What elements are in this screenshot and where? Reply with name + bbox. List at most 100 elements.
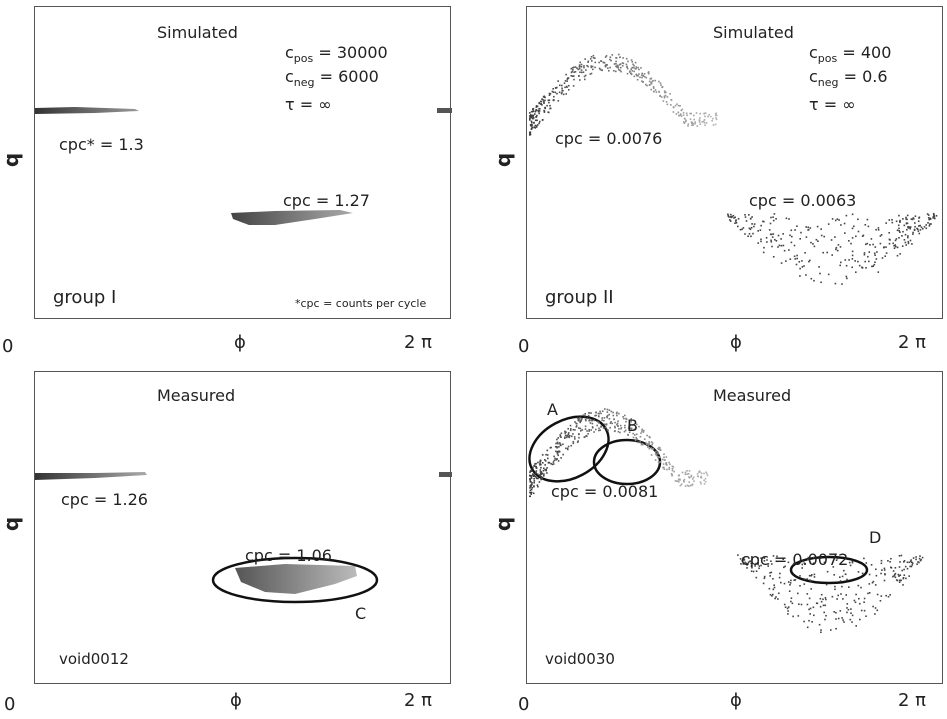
pd-point — [658, 446, 660, 449]
pd-point — [763, 557, 766, 559]
pd-point — [769, 575, 771, 577]
pd-point — [572, 85, 575, 87]
pd-point — [748, 227, 751, 230]
pd-point — [883, 246, 885, 249]
pd-point — [692, 478, 694, 480]
pd-point — [611, 54, 614, 56]
pd-point — [846, 607, 848, 609]
pd-point — [552, 88, 554, 90]
pd-point — [905, 577, 907, 580]
pd-point — [851, 258, 854, 260]
pd-point — [552, 91, 555, 93]
cpc-label: cpc = 0.0081 — [551, 482, 659, 501]
pd-point — [791, 235, 793, 238]
pd-point — [541, 454, 544, 456]
pd-point — [627, 433, 629, 436]
pd-point — [877, 229, 880, 231]
pd-point — [899, 561, 901, 563]
pd-point — [897, 224, 900, 227]
pd-point — [700, 476, 702, 479]
pd-point — [578, 64, 581, 66]
pd-point — [867, 592, 869, 595]
pd-point — [929, 218, 932, 220]
pd-point — [686, 114, 688, 117]
pd-point — [871, 581, 874, 584]
pd-point — [703, 119, 706, 121]
pd-point — [640, 67, 642, 69]
pd-point — [567, 448, 569, 451]
pd-point — [576, 67, 578, 69]
pd-point — [887, 595, 890, 598]
pd-point — [749, 228, 752, 231]
pd-point — [803, 620, 805, 623]
pd-point — [648, 80, 651, 83]
pd-point — [698, 121, 701, 123]
pd-point — [668, 461, 670, 464]
pd-point — [789, 584, 791, 586]
pd-point — [746, 563, 749, 565]
pd-point — [630, 420, 632, 423]
pd-point — [806, 603, 809, 606]
pd-point — [627, 60, 629, 63]
pd-point — [885, 252, 888, 254]
pd-point — [863, 557, 865, 560]
pd-point — [601, 417, 603, 419]
pd-point — [671, 468, 674, 470]
pd-point — [820, 228, 822, 230]
pd-point — [807, 226, 809, 229]
pd-point — [787, 581, 790, 583]
pd-point — [790, 600, 792, 603]
pd-point — [832, 566, 835, 568]
pd-point — [574, 438, 576, 440]
pd-point — [539, 459, 542, 462]
pd-point — [754, 565, 756, 567]
pd-point — [532, 115, 534, 117]
pd-point — [597, 420, 599, 423]
pd-point — [665, 462, 667, 464]
pd-point — [605, 64, 607, 67]
pd-point — [659, 461, 662, 463]
pd-point — [558, 91, 561, 94]
pd-point — [782, 233, 784, 235]
pd-point — [618, 53, 620, 56]
pd-point — [735, 220, 737, 222]
pd-point — [884, 573, 886, 575]
pd-point — [616, 422, 619, 425]
pd-point — [665, 463, 668, 466]
pd-point — [541, 472, 544, 475]
pd-point — [844, 232, 846, 234]
pd-point — [835, 611, 837, 614]
panel-heading: Simulated — [713, 23, 794, 42]
pd-point — [907, 235, 909, 237]
pd-point — [543, 475, 545, 477]
pd-point — [650, 81, 652, 84]
pd-point — [540, 463, 542, 466]
pd-point — [753, 225, 755, 228]
pd-point — [850, 612, 852, 614]
pd-point — [777, 246, 779, 248]
pd-point — [820, 600, 823, 603]
pd-point — [788, 218, 790, 220]
pd-point — [772, 219, 775, 222]
pd-point — [615, 412, 618, 415]
pd-point — [601, 410, 604, 412]
pd-point — [618, 412, 620, 415]
pd-point — [537, 461, 539, 464]
pd-point — [548, 92, 551, 95]
pd-point — [664, 459, 666, 461]
pd-point — [875, 574, 878, 577]
pd-point — [689, 118, 692, 120]
pd-point — [580, 430, 582, 432]
pd-point — [699, 481, 702, 483]
pd-point — [861, 572, 864, 575]
pd-point — [796, 257, 798, 260]
panel-heading: Simulated — [157, 23, 238, 42]
pd-point — [615, 62, 617, 65]
pd-point — [569, 424, 572, 427]
pd-point — [594, 414, 596, 417]
pd-point — [648, 442, 651, 444]
pd-point — [912, 231, 914, 234]
pd-point — [727, 215, 730, 217]
pd-point — [917, 561, 919, 563]
pd-point — [566, 447, 569, 450]
